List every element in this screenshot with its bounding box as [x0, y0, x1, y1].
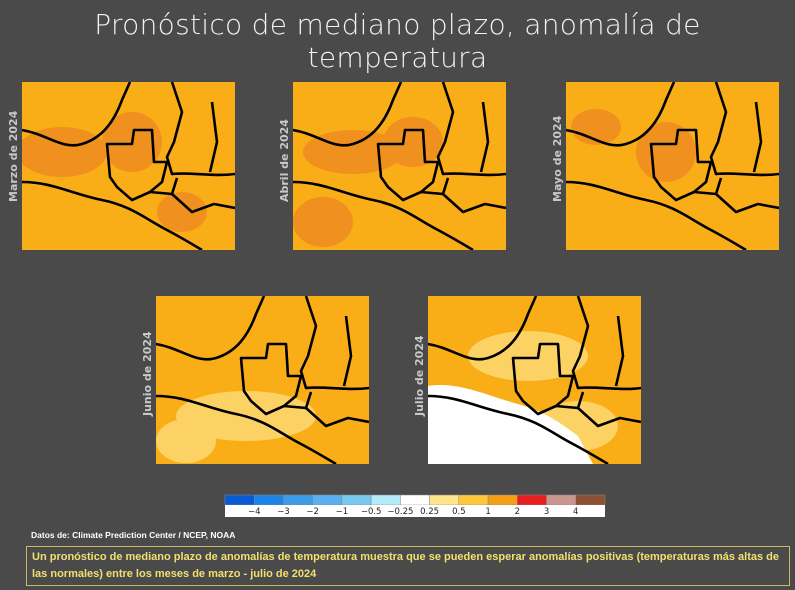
coastline — [156, 296, 266, 361]
colorbar-swatch — [487, 494, 518, 506]
coastline — [299, 296, 369, 391]
colorbar-label: 3 — [544, 507, 549, 517]
colorbar-swatch — [341, 494, 372, 506]
colorbar-swatch — [253, 494, 284, 506]
coastline — [752, 101, 763, 173]
colorbar-swatch — [458, 494, 489, 506]
anomaly-zone — [468, 331, 588, 381]
coastline — [376, 128, 440, 202]
colorbar-label: 4 — [573, 507, 578, 517]
colorbar-swatch — [429, 494, 460, 506]
colorbar-swatch — [575, 494, 606, 506]
colorbar-label: −1 — [336, 507, 349, 517]
coastline — [239, 342, 303, 416]
colorbar-label: −4 — [248, 507, 261, 517]
month-label: Marzo de 2024 — [7, 110, 20, 202]
coastline — [293, 180, 474, 250]
month-label: Abril de 2024 — [278, 119, 291, 202]
forecast-map — [293, 82, 506, 250]
colorbar-label: −2 — [306, 507, 319, 517]
forecast-map — [566, 82, 779, 250]
month-label: Julio de 2024 — [413, 335, 426, 416]
coastline — [709, 82, 779, 177]
colorbar-swatch — [400, 494, 430, 506]
coastline — [614, 315, 625, 387]
anomaly-zone — [156, 419, 216, 463]
coastline — [511, 342, 575, 416]
anomaly-zone — [157, 192, 207, 232]
coastline — [428, 394, 609, 464]
coastline — [342, 315, 353, 387]
coastline — [649, 128, 713, 202]
coastline — [441, 177, 450, 195]
colorbar-swatch — [370, 494, 401, 506]
colorbar-label: 0.25 — [420, 507, 439, 517]
anomaly-zone — [293, 197, 353, 247]
forecast-map — [156, 296, 369, 464]
colorbar-labels-bg — [225, 505, 605, 517]
coastline — [571, 296, 641, 391]
coastline — [420, 190, 506, 214]
coastline — [566, 180, 747, 250]
forecast-map — [22, 82, 235, 250]
colorbar-label: −3 — [277, 507, 290, 517]
colorbar-label: 1 — [485, 507, 490, 517]
coastline — [170, 177, 179, 195]
colorbar-label: −0.5 — [361, 507, 382, 517]
colorbar-label: 2 — [515, 507, 520, 517]
coastline — [149, 190, 235, 214]
coastline — [165, 82, 235, 177]
coastline — [576, 391, 585, 409]
coastline — [283, 404, 369, 428]
slide-title: Pronóstico de mediano plazo, anomalía de… — [94, 8, 701, 74]
coastline — [156, 394, 337, 464]
coastline — [714, 177, 723, 195]
coastline — [566, 82, 676, 147]
colorbar-swatch — [312, 494, 343, 506]
coastline — [479, 101, 490, 173]
coastline — [105, 128, 169, 202]
coastline — [428, 296, 538, 361]
near-normal-zone — [428, 385, 593, 464]
colorbar: −4 −3 −2 −1 −0.5 −0.25 0.25 0.5 1 2 3 4 — [224, 494, 606, 517]
caption: Un pronóstico de mediano plazo de anomal… — [26, 546, 790, 586]
colorbar-swatch — [224, 494, 255, 506]
coastline — [693, 190, 779, 214]
anomaly-zone — [22, 127, 107, 177]
colorbar-swatch — [546, 494, 577, 506]
source: Datos de: Climate Prediction Center / NC… — [31, 530, 236, 540]
forecast-map — [428, 296, 641, 464]
coastline — [22, 82, 132, 147]
anomaly-zone — [636, 122, 696, 182]
coastline — [436, 82, 506, 177]
coastline — [304, 391, 313, 409]
anomaly-zone — [383, 117, 443, 167]
colorbar-label: −0.25 — [387, 507, 413, 517]
coastline — [293, 82, 403, 147]
month-label: Junio de 2024 — [141, 331, 154, 416]
coastline — [22, 180, 203, 250]
month-label: Mayo de 2024 — [551, 115, 564, 202]
colorbar-swatch — [517, 494, 547, 506]
colorbar-label: 0.5 — [452, 507, 466, 517]
coastline — [555, 404, 641, 428]
colorbar-swatch — [283, 494, 313, 506]
coastline — [208, 101, 219, 173]
